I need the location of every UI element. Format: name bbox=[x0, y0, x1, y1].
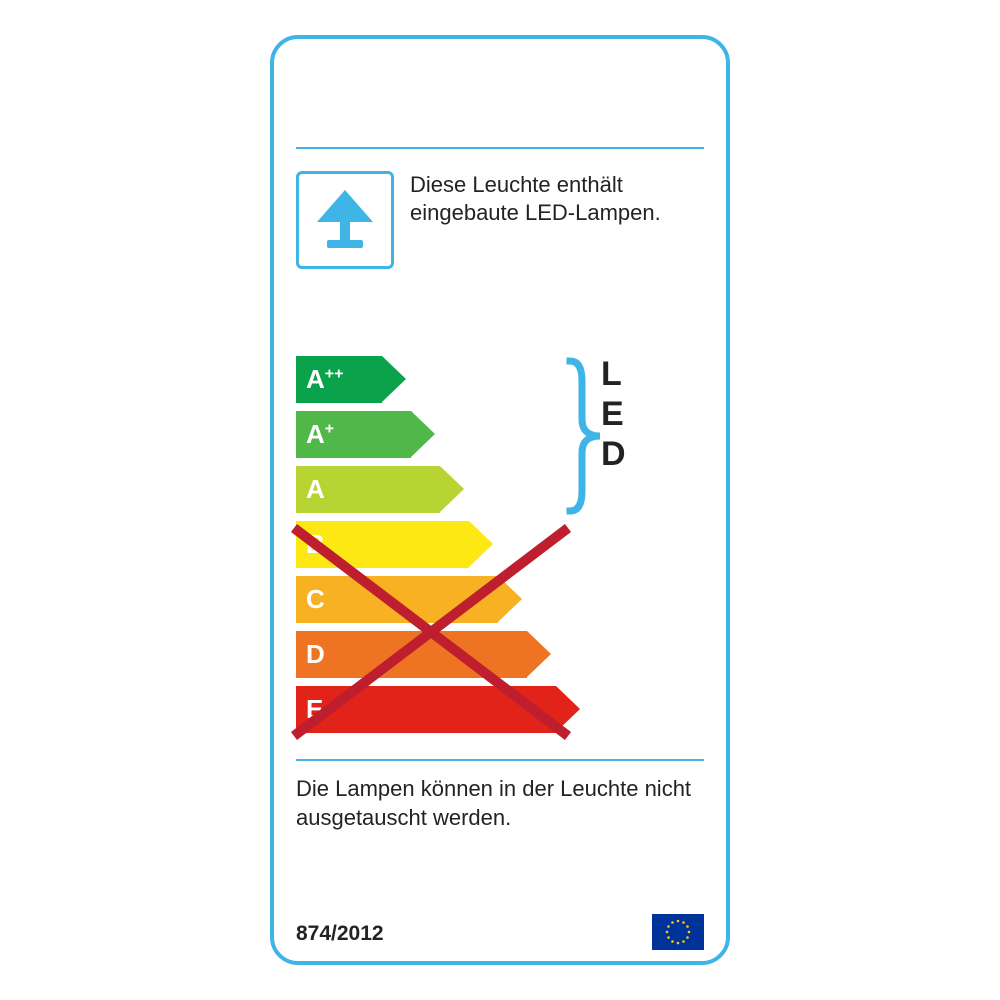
energy-bar-row: E bbox=[296, 686, 704, 733]
energy-bar-row: A bbox=[296, 466, 704, 513]
energy-grade-label: A bbox=[306, 466, 325, 513]
header-text: Diese Leuchte enthält eingebaute LED-Lam… bbox=[410, 171, 704, 227]
energy-label: Diese Leuchte enthält eingebaute LED-Lam… bbox=[270, 35, 730, 965]
energy-grade-label: E bbox=[306, 686, 323, 733]
bracket-label: L E D bbox=[601, 354, 627, 474]
energy-grade-label: B bbox=[306, 521, 325, 568]
energy-bar-row: D bbox=[296, 631, 704, 678]
energy-grade-label: A+ bbox=[306, 411, 334, 458]
footer-section: Die Lampen können in der Leuchte nicht a… bbox=[296, 761, 704, 832]
energy-grade-label: A++ bbox=[306, 356, 343, 403]
header-row: Diese Leuchte enthält eingebaute LED-Lam… bbox=[296, 171, 704, 269]
energy-bar-row: B bbox=[296, 521, 704, 568]
energy-bar-row: A+ bbox=[296, 411, 704, 458]
energy-chart: A++A+ABCDE L E D bbox=[296, 356, 704, 733]
header-blank bbox=[296, 39, 704, 149]
lamp-icon bbox=[296, 171, 394, 269]
energy-bar-row: C bbox=[296, 576, 704, 623]
led-letter: D bbox=[601, 434, 627, 474]
footer-text: Die Lampen können in der Leuchte nicht a… bbox=[296, 775, 704, 832]
energy-bar-row: A++ bbox=[296, 356, 704, 403]
led-letter: L bbox=[601, 354, 627, 394]
regulation-number: 874/2012 bbox=[296, 922, 384, 946]
mid-section: Diese Leuchte enthält eingebaute LED-Lam… bbox=[296, 149, 704, 761]
led-letter: E bbox=[601, 394, 627, 434]
energy-grade-label: C bbox=[306, 576, 325, 623]
eu-flag-icon bbox=[652, 914, 704, 950]
footer-bar: 874/2012 bbox=[274, 915, 726, 961]
energy-grade-label: D bbox=[306, 631, 325, 678]
